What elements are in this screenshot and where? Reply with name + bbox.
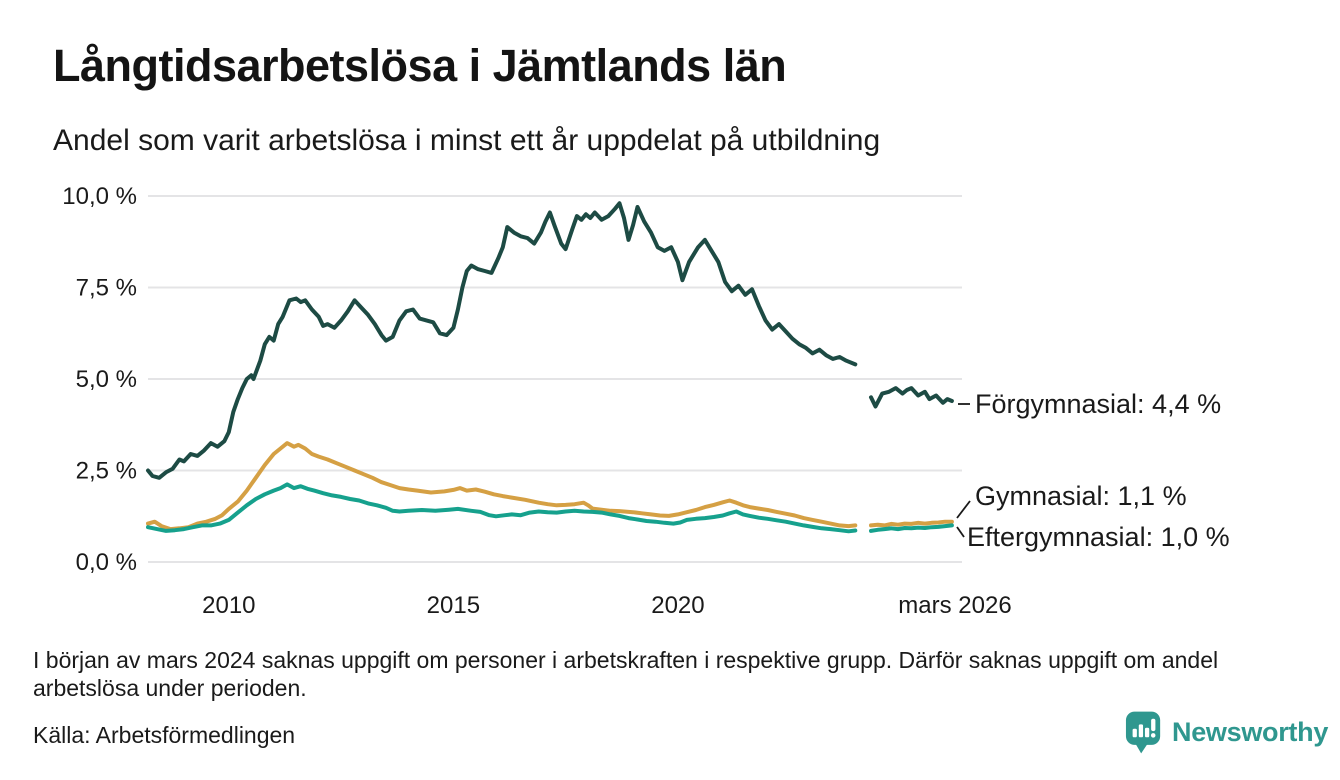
page-subtitle: Andel som varit arbetslösa i minst ett å… <box>53 124 881 157</box>
series-end-label: Förgymnasial: 4,4 % <box>975 389 1221 419</box>
newsworthy-logo-icon <box>1125 711 1161 754</box>
series-end-label: Gymnasial: 1,1 % <box>975 481 1187 511</box>
series-line-gymnasial <box>146 441 858 532</box>
x-tick-label: 2015 <box>427 592 480 619</box>
y-tick-label: 5,0 % <box>76 366 137 393</box>
series-line-gymnasial <box>869 519 954 528</box>
x-tick-label: mars 2026 <box>898 592 1011 619</box>
series-line-eftergymnasial <box>146 482 858 534</box>
series-line-eftergymnasial <box>869 523 954 533</box>
label-connector <box>956 500 971 519</box>
newsworthy-logo: Newsworthy <box>1125 710 1328 755</box>
series-line-forgymnasial <box>869 386 954 409</box>
chart-footnote: I början av mars 2024 saknas uppgift om … <box>33 647 1219 701</box>
series-line-forgymnasial <box>146 201 858 480</box>
series-end-label: Eftergymnasial: 1,0 % <box>967 522 1230 552</box>
label-connector <box>956 526 965 538</box>
newsworthy-logo-text: Newsworthy <box>1172 717 1329 747</box>
x-tick-label: 2020 <box>651 592 704 619</box>
page-title: Långtidsarbetslösa i Jämtlands län <box>53 40 787 91</box>
y-tick-label: 10,0 % <box>62 183 137 210</box>
y-tick-label: 0,0 % <box>76 549 137 576</box>
x-tick-label: 2010 <box>202 592 255 619</box>
source-label: Källa: Arbetsförmedlingen <box>33 722 296 748</box>
y-tick-label: 2,5 % <box>76 458 137 485</box>
y-tick-label: 7,5 % <box>76 275 137 302</box>
